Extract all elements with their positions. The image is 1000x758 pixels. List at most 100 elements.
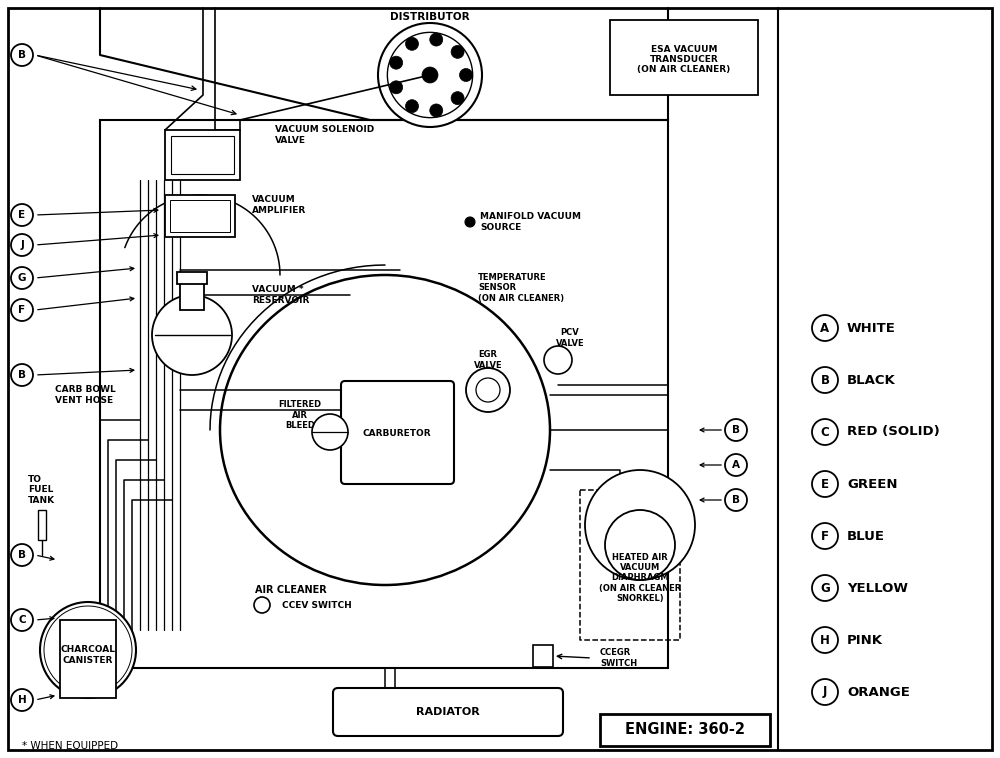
Text: B: B <box>18 50 26 60</box>
Circle shape <box>378 23 482 127</box>
FancyBboxPatch shape <box>341 381 454 484</box>
Circle shape <box>585 470 695 580</box>
Circle shape <box>152 295 232 375</box>
Text: YELLOW: YELLOW <box>847 581 908 594</box>
Circle shape <box>812 627 838 653</box>
Text: VACUUM *
RESERVOIR: VACUUM * RESERVOIR <box>252 285 309 305</box>
Text: MANIFOLD VACUUM
SOURCE: MANIFOLD VACUUM SOURCE <box>480 212 581 232</box>
Bar <box>165 195 235 237</box>
Text: VACUUM SOLENOID
VALVE: VACUUM SOLENOID VALVE <box>275 125 374 145</box>
Circle shape <box>11 44 33 66</box>
Circle shape <box>544 346 572 374</box>
Circle shape <box>387 33 473 117</box>
Text: HEATED AIR
VACUUM
DIAPHRAGM
(ON AIR CLEANER
SNORKEL): HEATED AIR VACUUM DIAPHRAGM (ON AIR CLEA… <box>599 553 681 603</box>
Circle shape <box>422 67 438 83</box>
Circle shape <box>812 315 838 341</box>
Bar <box>170 200 230 232</box>
Text: TEMPERATURE
SENSOR
(ON AIR CLEANER): TEMPERATURE SENSOR (ON AIR CLEANER) <box>478 273 564 303</box>
Text: B: B <box>732 425 740 435</box>
Circle shape <box>406 99 418 113</box>
Circle shape <box>725 454 747 476</box>
Text: CHARCOAL
CANISTER: CHARCOAL CANISTER <box>60 645 116 665</box>
Text: CARBURETOR: CARBURETOR <box>363 428 431 437</box>
Circle shape <box>11 609 33 631</box>
Circle shape <box>460 68 473 82</box>
Text: AIR CLEANER: AIR CLEANER <box>255 585 327 595</box>
Circle shape <box>430 33 443 46</box>
Text: ENGINE: 360-2: ENGINE: 360-2 <box>625 722 745 738</box>
Bar <box>165 130 240 180</box>
Bar <box>600 714 770 746</box>
Text: BLACK: BLACK <box>847 374 896 387</box>
Text: CCEV SWITCH: CCEV SWITCH <box>282 600 352 609</box>
Circle shape <box>812 471 838 497</box>
Circle shape <box>605 510 675 580</box>
Text: CARB BOWL
VENT HOSE: CARB BOWL VENT HOSE <box>55 385 116 405</box>
Circle shape <box>476 378 500 402</box>
Text: E: E <box>821 478 829 490</box>
Circle shape <box>430 104 443 117</box>
Text: J: J <box>20 240 24 250</box>
Circle shape <box>11 267 33 289</box>
Text: WHITE: WHITE <box>847 321 896 334</box>
Bar <box>60 620 116 698</box>
Text: TO
FUEL
TANK: TO FUEL TANK <box>28 475 55 505</box>
Bar <box>38 510 46 540</box>
Text: EGR
VALVE: EGR VALVE <box>474 350 502 370</box>
Text: B: B <box>18 550 26 560</box>
Circle shape <box>466 368 510 412</box>
Circle shape <box>465 217 475 227</box>
Circle shape <box>40 602 136 698</box>
Text: FILTERED
AIR
BLEED: FILTERED AIR BLEED <box>278 400 322 430</box>
Bar <box>171 136 234 174</box>
Circle shape <box>406 37 418 50</box>
Circle shape <box>11 234 33 256</box>
Text: G: G <box>820 581 830 594</box>
Text: PINK: PINK <box>847 634 883 647</box>
Text: G: G <box>18 273 26 283</box>
Circle shape <box>725 419 747 441</box>
Circle shape <box>11 204 33 226</box>
Text: DISTRIBUTOR: DISTRIBUTOR <box>390 12 470 22</box>
Text: A: A <box>732 460 740 470</box>
Text: ORANGE: ORANGE <box>847 685 910 699</box>
FancyBboxPatch shape <box>333 688 563 736</box>
Circle shape <box>312 414 348 450</box>
Text: RADIATOR: RADIATOR <box>416 707 480 717</box>
Circle shape <box>451 92 464 105</box>
Text: F: F <box>821 530 829 543</box>
Circle shape <box>812 419 838 445</box>
Text: C: C <box>821 425 829 438</box>
Text: BLUE: BLUE <box>847 530 885 543</box>
Text: VACUUM
AMPLIFIER: VACUUM AMPLIFIER <box>252 196 306 215</box>
Circle shape <box>725 489 747 511</box>
Text: CCEGR
SWITCH: CCEGR SWITCH <box>600 648 637 668</box>
Circle shape <box>812 523 838 549</box>
Circle shape <box>11 364 33 386</box>
Text: B: B <box>732 495 740 505</box>
Bar <box>533 645 553 667</box>
Text: C: C <box>18 615 26 625</box>
Text: E: E <box>18 210 26 220</box>
Text: GREEN: GREEN <box>847 478 898 490</box>
Text: * WHEN EQUIPPED: * WHEN EQUIPPED <box>22 741 118 751</box>
Bar <box>100 120 668 668</box>
Text: H: H <box>18 695 26 705</box>
Text: RED (SOLID): RED (SOLID) <box>847 425 940 438</box>
Circle shape <box>812 679 838 705</box>
Text: B: B <box>820 374 830 387</box>
Text: A: A <box>820 321 830 334</box>
Bar <box>610 20 758 95</box>
Circle shape <box>812 575 838 601</box>
Text: J: J <box>823 685 827 699</box>
Circle shape <box>390 56 403 69</box>
Text: F: F <box>18 305 26 315</box>
Circle shape <box>11 544 33 566</box>
Text: H: H <box>820 634 830 647</box>
Text: B: B <box>18 370 26 380</box>
Circle shape <box>11 299 33 321</box>
Bar <box>177 272 207 284</box>
Bar <box>180 280 204 310</box>
Circle shape <box>451 45 464 58</box>
Circle shape <box>254 597 270 613</box>
